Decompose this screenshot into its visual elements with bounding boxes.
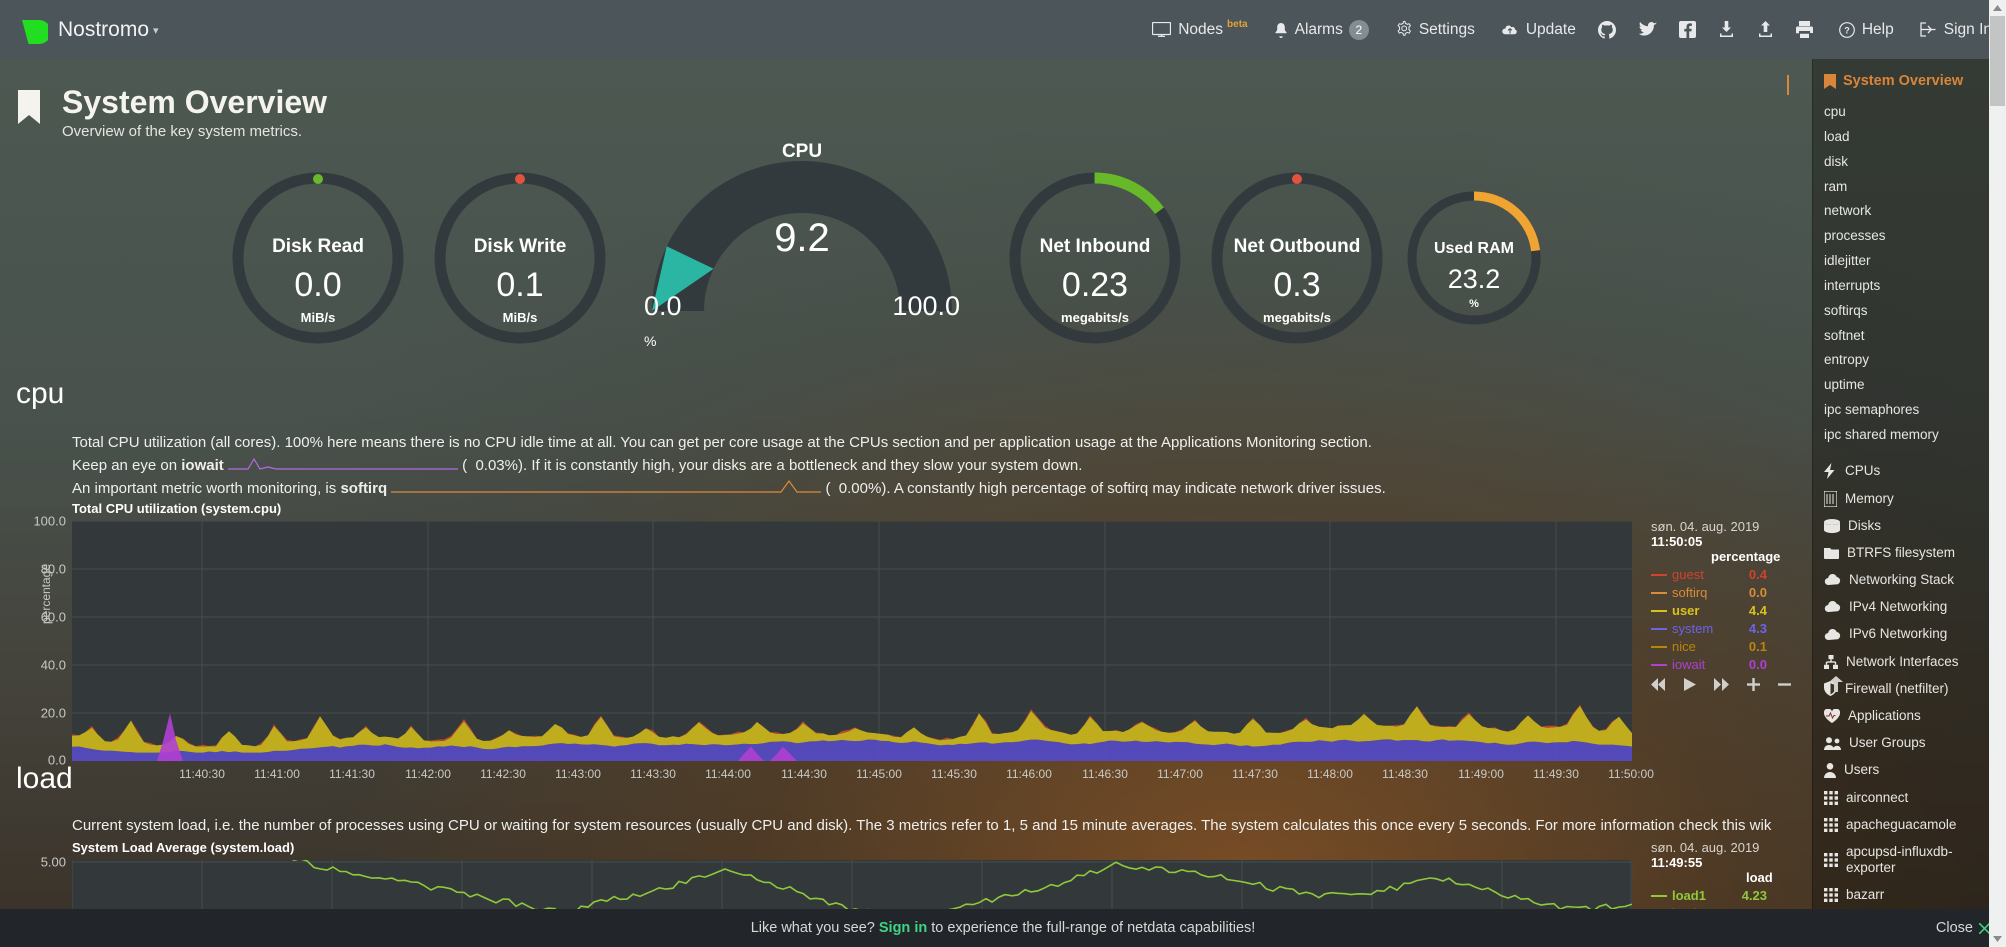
svg-text:?: ? <box>1844 25 1850 35</box>
